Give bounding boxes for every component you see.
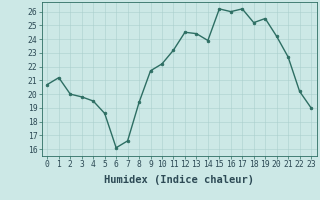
X-axis label: Humidex (Indice chaleur): Humidex (Indice chaleur) bbox=[104, 175, 254, 185]
